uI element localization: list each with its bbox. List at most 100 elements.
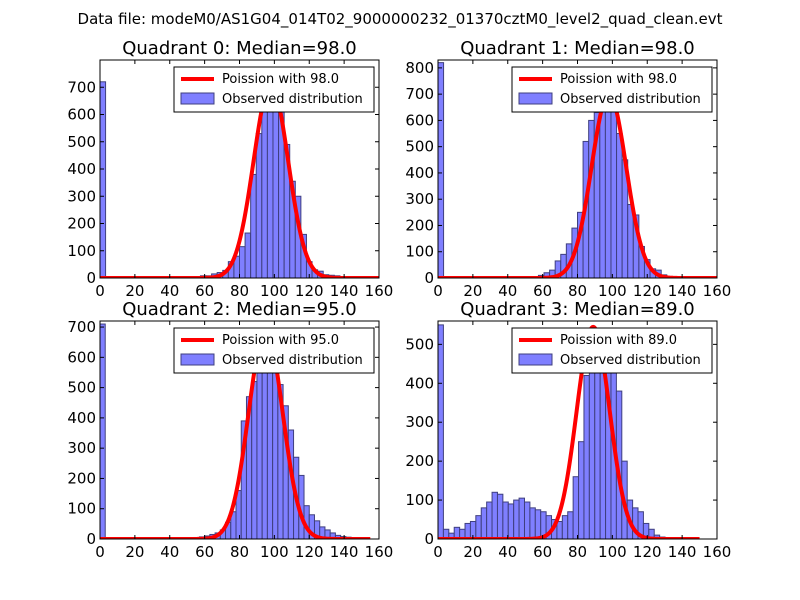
quadrant-1-panel: 0 20 40 60 80 100 120 140 160 0 100 200 300 400 500 600… — [405, 38, 731, 300]
histogram-bar-15 — [266, 97, 274, 278]
y-tick-label: 500 — [405, 335, 434, 353]
legend-line-label: Poission with 95.0 — [222, 333, 339, 348]
x-tick-label: 0 — [95, 543, 105, 561]
y-tick-label: 800 — [405, 59, 434, 77]
legend: Poission with 98.0 Observed distribution — [511, 66, 713, 113]
histogram-bar-17 — [529, 507, 536, 539]
histogram-bar-0 — [100, 323, 106, 539]
y-tick-label: 500 — [67, 379, 96, 397]
x-tick-label: 0 — [433, 543, 443, 561]
histogram-bar-16 — [523, 501, 531, 539]
x-tick-label: 120 — [633, 543, 662, 561]
y-tick-label: 600 — [67, 348, 96, 366]
y-tick-label: 400 — [405, 164, 434, 182]
y-tick-label: 700 — [67, 318, 96, 336]
histogram-bar-12 — [502, 501, 509, 539]
y-tick-label: 400 — [67, 409, 96, 427]
y-tick-label: 300 — [405, 413, 434, 431]
y-tick-label: 600 — [405, 111, 434, 129]
histogram-bar-23 — [561, 515, 569, 539]
x-tick-label: 160 — [365, 282, 394, 300]
histogram-bar-10 — [239, 246, 246, 278]
x-tick-label: 140 — [668, 543, 697, 561]
figure-suptitle: Data file: modeM0/AS1G04_014T02_90000002… — [78, 10, 723, 29]
histogram-bar-16 — [616, 133, 623, 278]
y-tick-label: 0 — [86, 530, 96, 548]
y-tick-label: 200 — [405, 216, 434, 234]
legend-bar-swatch — [518, 92, 553, 105]
histogram-bar-14 — [604, 88, 612, 278]
x-tick-label: 80 — [568, 543, 587, 561]
x-tick-label: 80 — [568, 282, 587, 300]
x-tick-label: 140 — [330, 543, 359, 561]
histogram-bar-13 — [256, 356, 263, 539]
histogram-bar-22 — [556, 520, 563, 539]
y-tick-label: 500 — [405, 138, 434, 156]
histogram-bar-13 — [507, 503, 515, 539]
x-tick-label: 80 — [230, 543, 249, 561]
y-tick-label: 300 — [67, 439, 96, 457]
x-tick-label: 120 — [295, 282, 324, 300]
legend: Poission with 98.0 Observed distribution — [173, 66, 375, 113]
legend: Poission with 95.0 Observed distribution — [173, 327, 375, 374]
x-tick-label: 40 — [160, 282, 179, 300]
histogram-bar-0 — [100, 81, 107, 278]
x-tick-label: 40 — [498, 543, 517, 561]
y-tick-label: 100 — [67, 500, 96, 518]
y-tick-label: 300 — [67, 187, 96, 205]
x-tick-label: 120 — [295, 543, 324, 561]
histogram-bar-39 — [648, 528, 655, 539]
legend-bar-label: Observed distribution — [560, 353, 701, 368]
y-tick-label: 0 — [86, 269, 96, 287]
legend-bar-label: Observed distribution — [222, 92, 363, 107]
y-tick-label: 100 — [405, 243, 434, 261]
x-tick-label: 20 — [463, 543, 482, 561]
histogram-bar-11 — [496, 493, 504, 539]
x-tick-label: 160 — [365, 543, 394, 561]
histogram-bar-15 — [518, 497, 525, 539]
histogram-bar-24 — [567, 511, 574, 539]
x-tick-label: 100 — [260, 543, 289, 561]
y-tick-label: 700 — [405, 85, 434, 103]
x-tick-label: 20 — [463, 282, 482, 300]
histogram-bar-5 — [464, 522, 471, 539]
x-tick-label: 60 — [195, 543, 214, 561]
y-tick-label: 0 — [424, 269, 434, 287]
legend: Poission with 89.0 Observed distribution — [511, 327, 713, 374]
histogram-bar-27 — [583, 375, 590, 539]
histogram-bar-12 — [250, 173, 257, 278]
quadrant-0-panel: 0 20 40 60 80 100 120 140 160 0 100 200 300 400 500 600… — [67, 38, 393, 300]
y-tick-label: 400 — [67, 160, 96, 178]
x-tick-label: 160 — [703, 282, 732, 300]
panel-title: Quadrant 3: Median=89.0 — [460, 299, 695, 320]
y-tick-label: 600 — [67, 106, 96, 124]
y-tick-label: 300 — [405, 190, 434, 208]
y-tick-label: 200 — [405, 452, 434, 470]
x-tick-label: 20 — [125, 282, 144, 300]
y-tick-label: 100 — [405, 491, 434, 509]
x-tick-label: 140 — [668, 282, 697, 300]
quadrant-3-panel: 0 20 40 60 80 100 120 140 160 0 100 200 300 400 500 Qua… — [405, 299, 731, 561]
x-tick-label: 140 — [330, 282, 359, 300]
histogram-bar-28 — [588, 371, 596, 539]
histogram-bar-18 — [534, 509, 542, 539]
histogram-bar-7 — [475, 515, 482, 539]
x-tick-label: 60 — [533, 282, 552, 300]
histogram-bar-10 — [491, 491, 498, 539]
y-tick-label: 700 — [67, 78, 96, 96]
histogram-bar-15 — [610, 106, 618, 278]
y-tick-label: 200 — [67, 215, 96, 233]
y-tick-label: 200 — [67, 469, 96, 487]
panel-title: Quadrant 2: Median=95.0 — [122, 299, 357, 320]
histogram-bar-14 — [261, 362, 268, 539]
legend-bar-swatch — [518, 353, 553, 366]
x-tick-label: 0 — [95, 282, 105, 300]
x-tick-label: 60 — [195, 282, 214, 300]
histogram-bar-25 — [572, 476, 580, 539]
y-tick-label: 0 — [424, 530, 434, 548]
x-tick-label: 160 — [703, 543, 732, 561]
chart-panels: 0 20 40 60 80 100 120 140 1600100200300400500600… — [67, 38, 731, 561]
histogram-bar-11 — [244, 232, 252, 278]
legend-bar-swatch — [180, 353, 215, 366]
